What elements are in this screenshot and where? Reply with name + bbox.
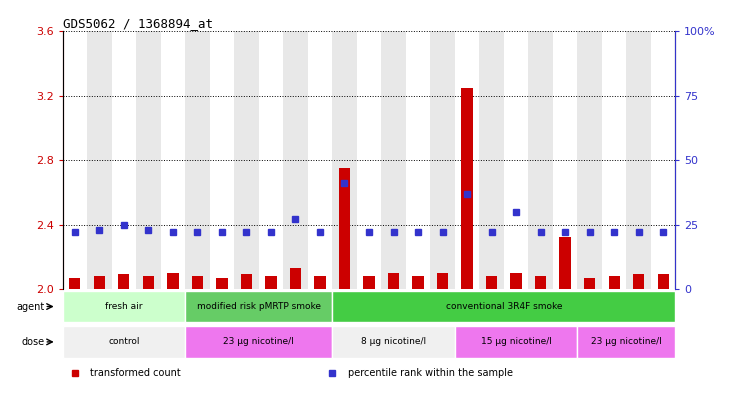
Bar [94, 276, 105, 289]
Text: control: control [108, 338, 139, 346]
Bar [413, 276, 424, 289]
Bar [584, 277, 595, 289]
Bar [241, 274, 252, 289]
Bar [511, 273, 522, 289]
Bar [234, 31, 259, 289]
Bar [143, 276, 154, 289]
Bar [559, 237, 570, 289]
Bar [504, 31, 528, 289]
Bar [63, 290, 185, 322]
Bar [314, 276, 325, 289]
Bar [356, 31, 382, 289]
Text: modified risk pMRTP smoke: modified risk pMRTP smoke [197, 302, 321, 311]
Bar [332, 290, 675, 322]
Bar [185, 326, 332, 358]
Bar [388, 273, 399, 289]
Bar [609, 276, 619, 289]
Bar [577, 326, 675, 358]
Bar [601, 31, 627, 289]
Text: 15 μg nicotine/l: 15 μg nicotine/l [480, 338, 551, 346]
Bar [633, 274, 644, 289]
Text: 8 μg nicotine/l: 8 μg nicotine/l [361, 338, 426, 346]
Bar [308, 31, 332, 289]
Text: transformed count: transformed count [90, 368, 181, 378]
Bar [63, 31, 87, 289]
Bar [651, 31, 675, 289]
Bar [185, 290, 332, 322]
Bar [283, 31, 308, 289]
Bar [455, 326, 577, 358]
Text: percentile rank within the sample: percentile rank within the sample [348, 368, 513, 378]
Bar [111, 31, 137, 289]
Bar [479, 31, 504, 289]
Bar [461, 88, 472, 289]
Bar [119, 274, 129, 289]
Bar [266, 276, 277, 289]
Bar [87, 31, 111, 289]
Bar [161, 31, 185, 289]
Bar [192, 276, 203, 289]
Bar [627, 31, 651, 289]
Text: 23 μg nicotine/l: 23 μg nicotine/l [591, 338, 662, 346]
Text: dose: dose [21, 337, 44, 347]
Bar [486, 276, 497, 289]
Bar [437, 273, 448, 289]
Bar [210, 31, 234, 289]
Bar [339, 168, 350, 289]
Bar [259, 31, 283, 289]
Text: fresh air: fresh air [106, 302, 142, 311]
Bar [577, 31, 601, 289]
Bar [528, 31, 553, 289]
Text: agent: agent [16, 301, 44, 312]
Bar [137, 31, 161, 289]
Bar [63, 326, 185, 358]
Text: conventional 3R4F smoke: conventional 3R4F smoke [446, 302, 562, 311]
Bar [168, 273, 179, 289]
Bar [69, 277, 80, 289]
Bar [216, 277, 227, 289]
Bar [535, 276, 546, 289]
Bar [553, 31, 577, 289]
Text: 23 μg nicotine/l: 23 μg nicotine/l [224, 338, 294, 346]
Bar [332, 326, 455, 358]
Text: GDS5062 / 1368894_at: GDS5062 / 1368894_at [63, 17, 213, 30]
Bar [406, 31, 430, 289]
Bar [290, 268, 301, 289]
Bar [430, 31, 455, 289]
Bar [364, 276, 374, 289]
Bar [185, 31, 210, 289]
Bar [332, 31, 356, 289]
Bar [658, 274, 669, 289]
Bar [455, 31, 479, 289]
Bar [382, 31, 406, 289]
